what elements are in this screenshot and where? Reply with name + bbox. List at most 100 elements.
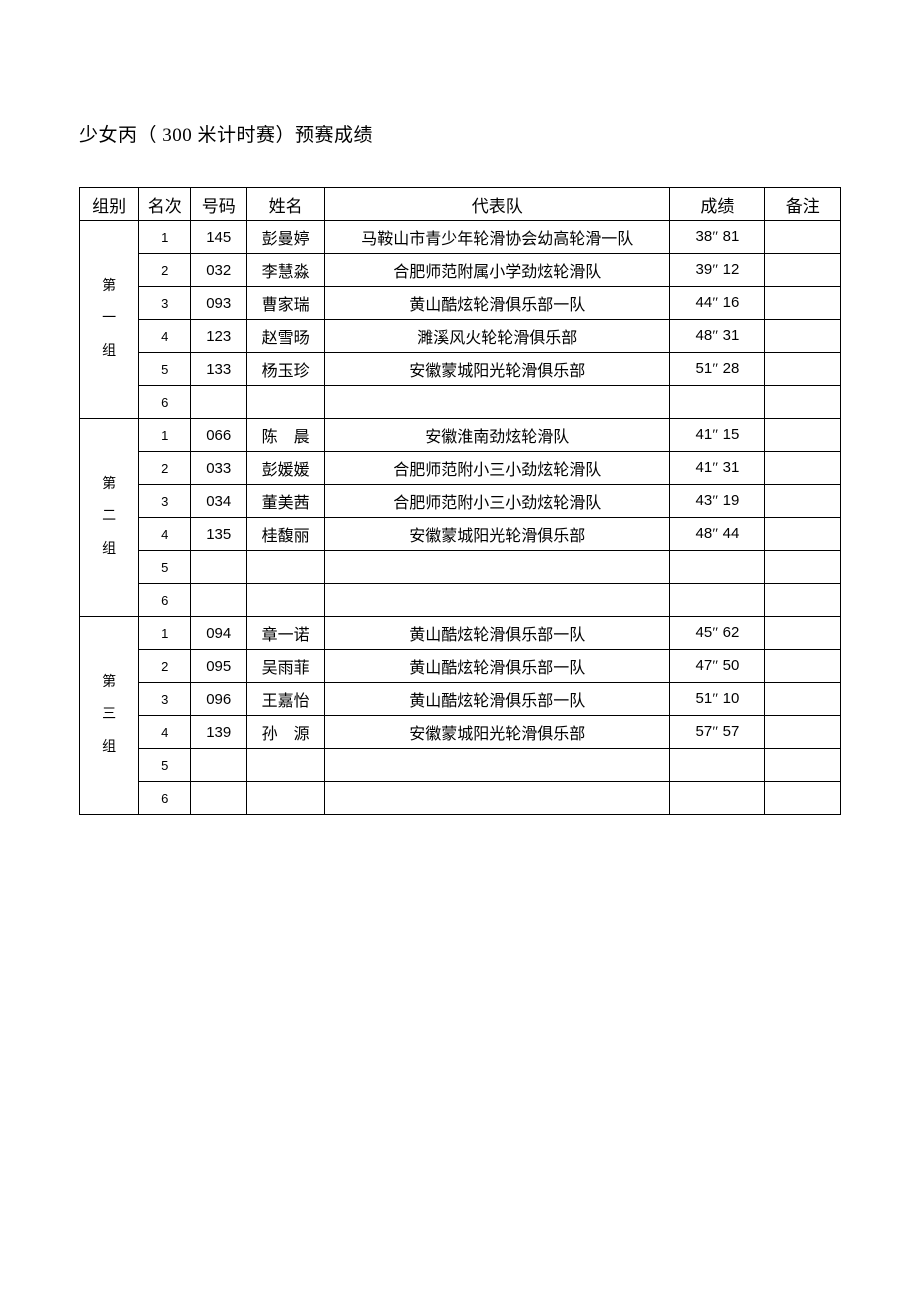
- table-row: 第二组1066陈 晨安徽淮南劲炫轮滑队41″ 15: [80, 419, 841, 452]
- cell-number: [191, 584, 247, 617]
- cell-name: 杨玉珍: [247, 353, 325, 386]
- cell-name: 桂馥丽: [247, 518, 325, 551]
- cell-rank: 4: [139, 716, 191, 749]
- cell-name: 孙 源: [247, 716, 325, 749]
- cell-team: [325, 551, 670, 584]
- cell-number: 145: [191, 221, 247, 254]
- cell-team: 安徽蒙城阳光轮滑俱乐部: [325, 353, 670, 386]
- cell-number: [191, 749, 247, 782]
- cell-score: [670, 749, 765, 782]
- group-label: 第二组: [80, 419, 139, 617]
- cell-note: [765, 287, 841, 320]
- table-row: 2095吴雨菲黄山酷炫轮滑俱乐部一队47″ 50: [80, 650, 841, 683]
- cell-number: 032: [191, 254, 247, 287]
- cell-rank: 4: [139, 518, 191, 551]
- cell-rank: 5: [139, 353, 191, 386]
- cell-rank: 2: [139, 254, 191, 287]
- th-team: 代表队: [325, 188, 670, 221]
- cell-team: 马鞍山市青少年轮滑协会幼高轮滑一队: [325, 221, 670, 254]
- table-row: 3034董美茜合肥师范附小三小劲炫轮滑队43″ 19: [80, 485, 841, 518]
- cell-team: 黄山酷炫轮滑俱乐部一队: [325, 617, 670, 650]
- cell-rank: 1: [139, 419, 191, 452]
- table-row: 6: [80, 782, 841, 815]
- cell-team: 安徽蒙城阳光轮滑俱乐部: [325, 716, 670, 749]
- cell-score: 51″ 10: [670, 683, 765, 716]
- table-row: 第三组1094章一诺黄山酷炫轮滑俱乐部一队45″ 62: [80, 617, 841, 650]
- cell-team: [325, 386, 670, 419]
- cell-note: [765, 452, 841, 485]
- cell-note: [765, 485, 841, 518]
- cell-note: [765, 551, 841, 584]
- cell-note: [765, 221, 841, 254]
- table-row: 6: [80, 584, 841, 617]
- cell-name: [247, 551, 325, 584]
- cell-name: 吴雨菲: [247, 650, 325, 683]
- cell-name: 李慧淼: [247, 254, 325, 287]
- cell-number: [191, 386, 247, 419]
- page-container: 少女丙（ 300 米计时赛）预赛成绩 组别 名次 号码 姓名 代表队 成绩 备注…: [0, 0, 920, 815]
- cell-team: [325, 749, 670, 782]
- cell-rank: 3: [139, 485, 191, 518]
- cell-rank: 1: [139, 221, 191, 254]
- cell-score: 44″ 16: [670, 287, 765, 320]
- cell-name: 彭曼婷: [247, 221, 325, 254]
- table-row: 3096王嘉怡黄山酷炫轮滑俱乐部一队51″ 10: [80, 683, 841, 716]
- cell-team: 濉溪风火轮轮滑俱乐部: [325, 320, 670, 353]
- cell-number: 135: [191, 518, 247, 551]
- cell-note: [765, 254, 841, 287]
- cell-number: 123: [191, 320, 247, 353]
- cell-note: [765, 353, 841, 386]
- cell-name: 董美茜: [247, 485, 325, 518]
- cell-rank: 6: [139, 584, 191, 617]
- cell-score: 38″ 81: [670, 221, 765, 254]
- table-row: 4123赵雪旸濉溪风火轮轮滑俱乐部48″ 31: [80, 320, 841, 353]
- cell-rank: 3: [139, 287, 191, 320]
- group-label: 第一组: [80, 221, 139, 419]
- cell-name: [247, 584, 325, 617]
- group-label: 第三组: [80, 617, 139, 815]
- cell-score: [670, 386, 765, 419]
- cell-score: 48″ 44: [670, 518, 765, 551]
- table-row: 4135桂馥丽安徽蒙城阳光轮滑俱乐部48″ 44: [80, 518, 841, 551]
- cell-number: 094: [191, 617, 247, 650]
- cell-number: [191, 551, 247, 584]
- cell-number: 133: [191, 353, 247, 386]
- cell-note: [765, 320, 841, 353]
- cell-name: 赵雪旸: [247, 320, 325, 353]
- cell-rank: 1: [139, 617, 191, 650]
- cell-note: [765, 419, 841, 452]
- cell-note: [765, 650, 841, 683]
- cell-name: 彭媛媛: [247, 452, 325, 485]
- table-row: 2033彭媛媛合肥师范附小三小劲炫轮滑队41″ 31: [80, 452, 841, 485]
- table-row: 5133杨玉珍安徽蒙城阳光轮滑俱乐部51″ 28: [80, 353, 841, 386]
- cell-team: 合肥师范附小三小劲炫轮滑队: [325, 452, 670, 485]
- cell-number: 093: [191, 287, 247, 320]
- cell-score: [670, 782, 765, 815]
- page-title: 少女丙（ 300 米计时赛）预赛成绩: [79, 120, 841, 147]
- table-row: 5: [80, 749, 841, 782]
- table-row: 6: [80, 386, 841, 419]
- cell-name: [247, 386, 325, 419]
- th-name: 姓名: [247, 188, 325, 221]
- cell-team: 安徽蒙城阳光轮滑俱乐部: [325, 518, 670, 551]
- cell-score: 43″ 19: [670, 485, 765, 518]
- cell-note: [765, 617, 841, 650]
- cell-number: 034: [191, 485, 247, 518]
- cell-name: [247, 749, 325, 782]
- cell-team: 黄山酷炫轮滑俱乐部一队: [325, 650, 670, 683]
- cell-rank: 3: [139, 683, 191, 716]
- cell-score: 51″ 28: [670, 353, 765, 386]
- cell-note: [765, 518, 841, 551]
- cell-rank: 4: [139, 320, 191, 353]
- cell-team: [325, 782, 670, 815]
- cell-number: 066: [191, 419, 247, 452]
- cell-score: 47″ 50: [670, 650, 765, 683]
- cell-score: 41″ 31: [670, 452, 765, 485]
- cell-note: [765, 386, 841, 419]
- cell-rank: 5: [139, 551, 191, 584]
- cell-score: [670, 551, 765, 584]
- th-num: 号码: [191, 188, 247, 221]
- cell-name: 章一诺: [247, 617, 325, 650]
- table-row: 第一组1145彭曼婷马鞍山市青少年轮滑协会幼高轮滑一队38″ 81: [80, 221, 841, 254]
- cell-number: 139: [191, 716, 247, 749]
